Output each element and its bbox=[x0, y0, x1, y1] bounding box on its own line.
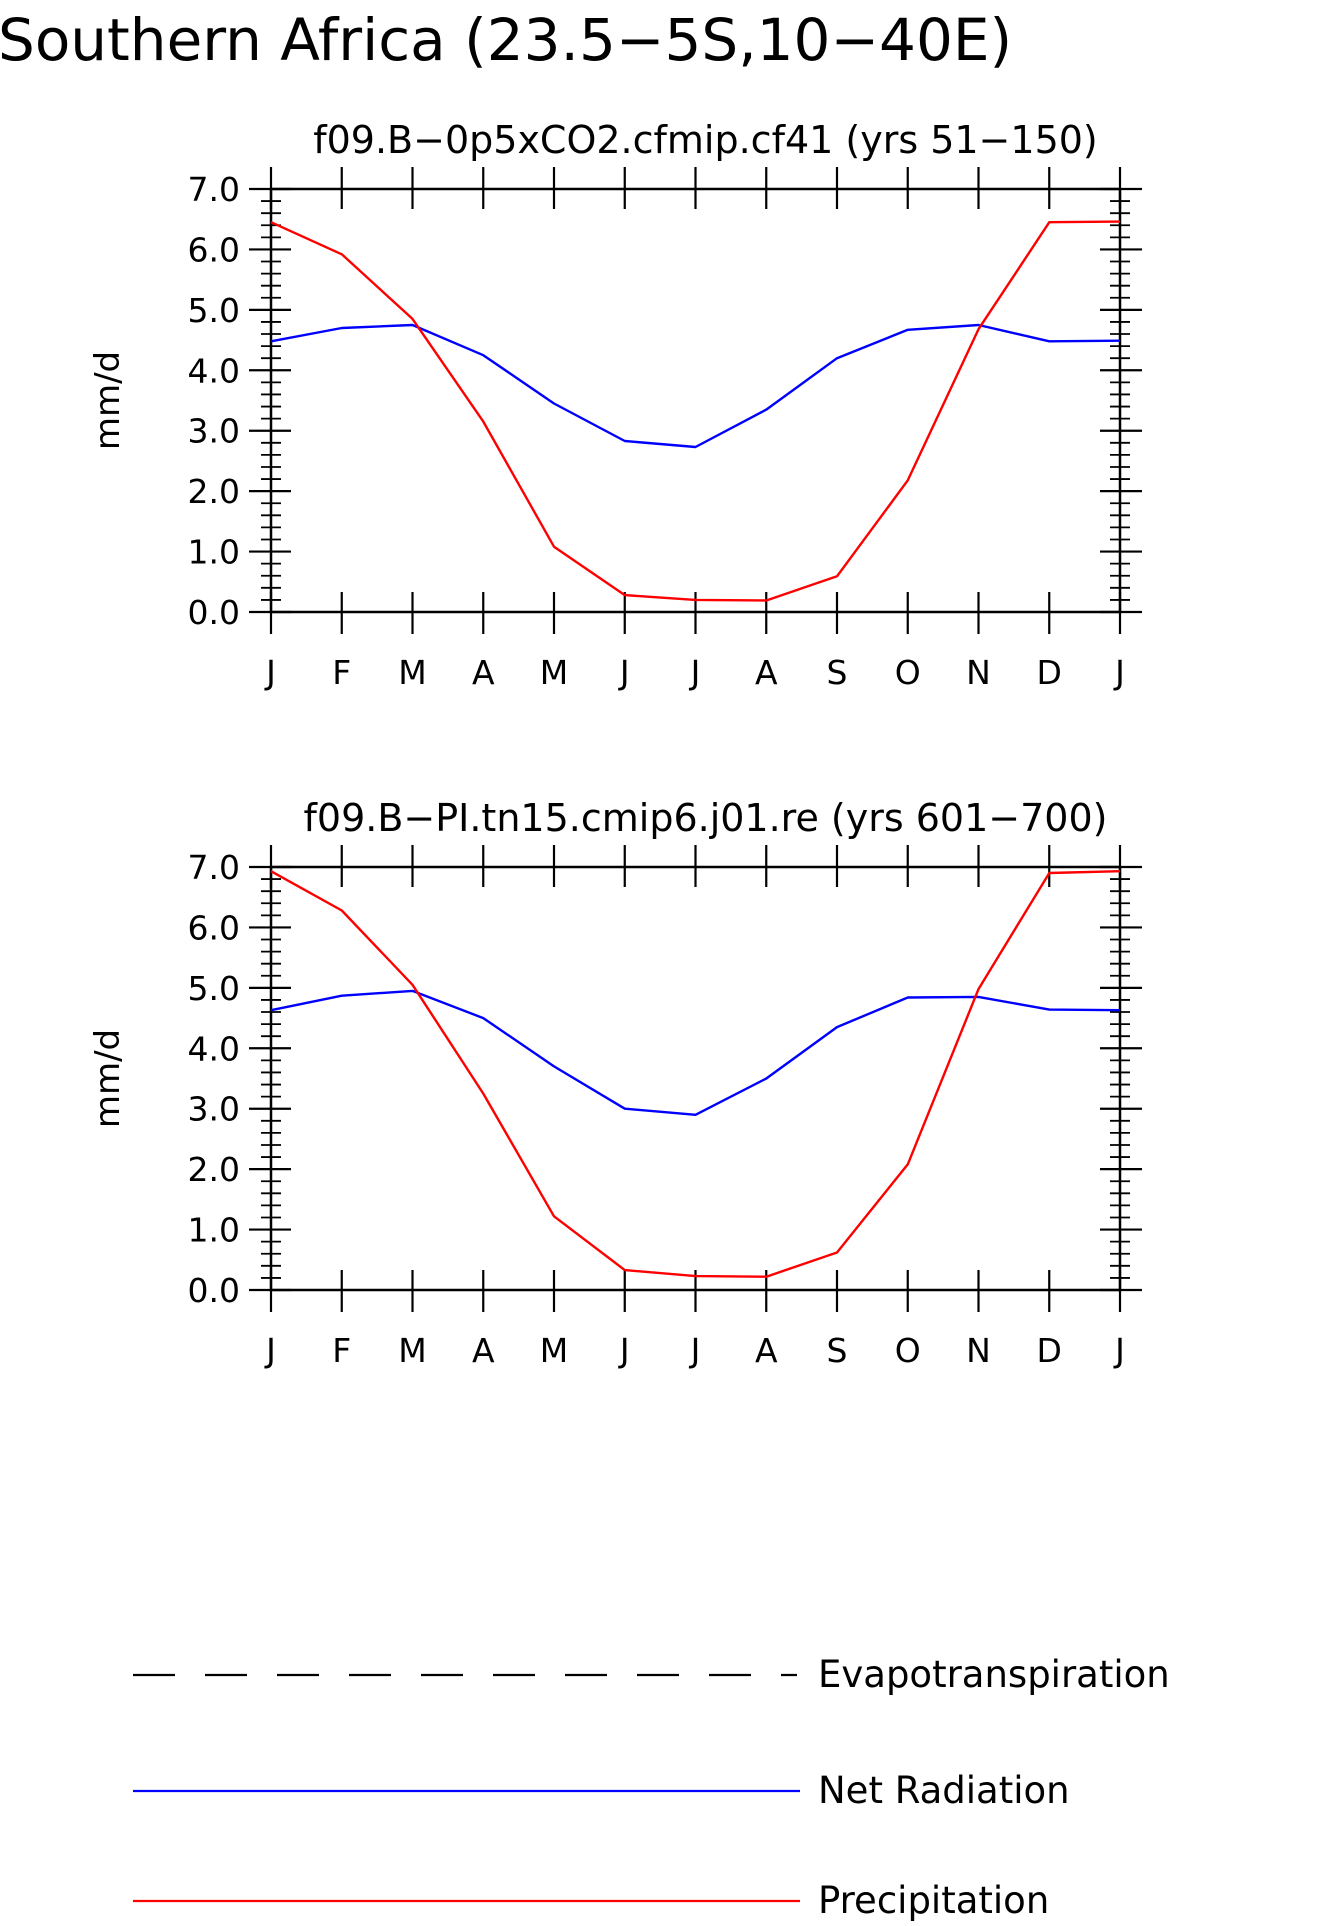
y-tick-label: 5.0 bbox=[188, 291, 240, 330]
y-tick-label: 5.0 bbox=[188, 969, 240, 1008]
x-tick-label: F bbox=[332, 1331, 351, 1370]
x-tick-label: O bbox=[895, 1331, 921, 1370]
y-tick-label: 4.0 bbox=[188, 1029, 240, 1068]
chart-panel-1: f09.B−0p5xCO2.cfmip.cf41 (yrs 51−150) 0.0… bbox=[88, 118, 1142, 692]
x-tick-label: S bbox=[827, 653, 848, 692]
series-line-net-radiation bbox=[270, 323, 1121, 449]
x-tick-label: M bbox=[540, 653, 568, 692]
x-tick-label: A bbox=[755, 653, 778, 692]
legend-net-radiation-label: Net Radiation bbox=[818, 1769, 1070, 1812]
legend-precipitation-label: Precipitation bbox=[818, 1879, 1049, 1922]
x-tick-label: N bbox=[966, 1331, 991, 1370]
x-tick-label: A bbox=[472, 1331, 495, 1370]
y-axis-label: mm/d bbox=[88, 351, 128, 450]
plot-frame bbox=[269, 865, 1122, 1292]
figure-title: Southern Africa (23.5−5S,10−40E) bbox=[0, 6, 1012, 74]
x-tick-label: A bbox=[472, 653, 495, 692]
legend: Evapotranspiration Net Radiation Precipi… bbox=[133, 1653, 1170, 1922]
y-tick-label: 4.0 bbox=[188, 351, 240, 390]
y-tick-label: 7.0 bbox=[188, 170, 240, 209]
x-tick-label: J bbox=[264, 653, 276, 692]
y-tick-label: 1.0 bbox=[188, 533, 240, 572]
x-tick-label: A bbox=[755, 1331, 778, 1370]
legend-evapotranspiration-label: Evapotranspiration bbox=[818, 1653, 1170, 1696]
y-tick-label: 6.0 bbox=[188, 230, 240, 269]
x-tick-label: S bbox=[827, 1331, 848, 1370]
x-tick-label: J bbox=[1113, 653, 1125, 692]
y-tick-label: 2.0 bbox=[188, 1150, 240, 1189]
plot-frame bbox=[269, 187, 1122, 614]
panel-title: f09.B−0p5xCO2.cfmip.cf41 (yrs 51−150) bbox=[313, 118, 1098, 162]
y-tick-label: 0.0 bbox=[188, 593, 240, 632]
series-line-precipitation bbox=[270, 870, 1121, 1278]
y-tick-label: 3.0 bbox=[188, 1090, 240, 1129]
panel-title: f09.B−PI.tn15.cmip6.j01.re (yrs 601−700) bbox=[304, 796, 1108, 840]
y-tick-label: 3.0 bbox=[188, 412, 240, 451]
x-tick-label: M bbox=[540, 1331, 568, 1370]
x-tick-label: J bbox=[689, 653, 701, 692]
x-tick-label: M bbox=[398, 1331, 426, 1370]
x-tick-label: M bbox=[398, 653, 426, 692]
x-tick-label: O bbox=[895, 653, 921, 692]
x-tick-label: N bbox=[966, 653, 991, 692]
x-tick-label: J bbox=[618, 653, 630, 692]
series-line-precipitation bbox=[270, 220, 1121, 602]
y-tick-label: 0.0 bbox=[188, 1271, 240, 1310]
x-tick-label: D bbox=[1037, 1331, 1062, 1370]
series-line-net-radiation bbox=[270, 989, 1121, 1117]
y-tick-label: 7.0 bbox=[188, 848, 240, 887]
y-tick-label: 6.0 bbox=[188, 908, 240, 947]
x-tick-label: J bbox=[689, 1331, 701, 1370]
x-tick-label: F bbox=[332, 653, 351, 692]
y-tick-label: 2.0 bbox=[188, 472, 240, 511]
x-tick-label: J bbox=[264, 1331, 276, 1370]
chart-panel-2: f09.B−PI.tn15.cmip6.j01.re (yrs 601−700)… bbox=[88, 796, 1142, 1370]
x-tick-label: D bbox=[1037, 653, 1062, 692]
y-axis-label: mm/d bbox=[88, 1029, 128, 1128]
x-tick-label: J bbox=[618, 1331, 630, 1370]
x-tick-label: J bbox=[1113, 1331, 1125, 1370]
y-tick-label: 1.0 bbox=[188, 1211, 240, 1250]
